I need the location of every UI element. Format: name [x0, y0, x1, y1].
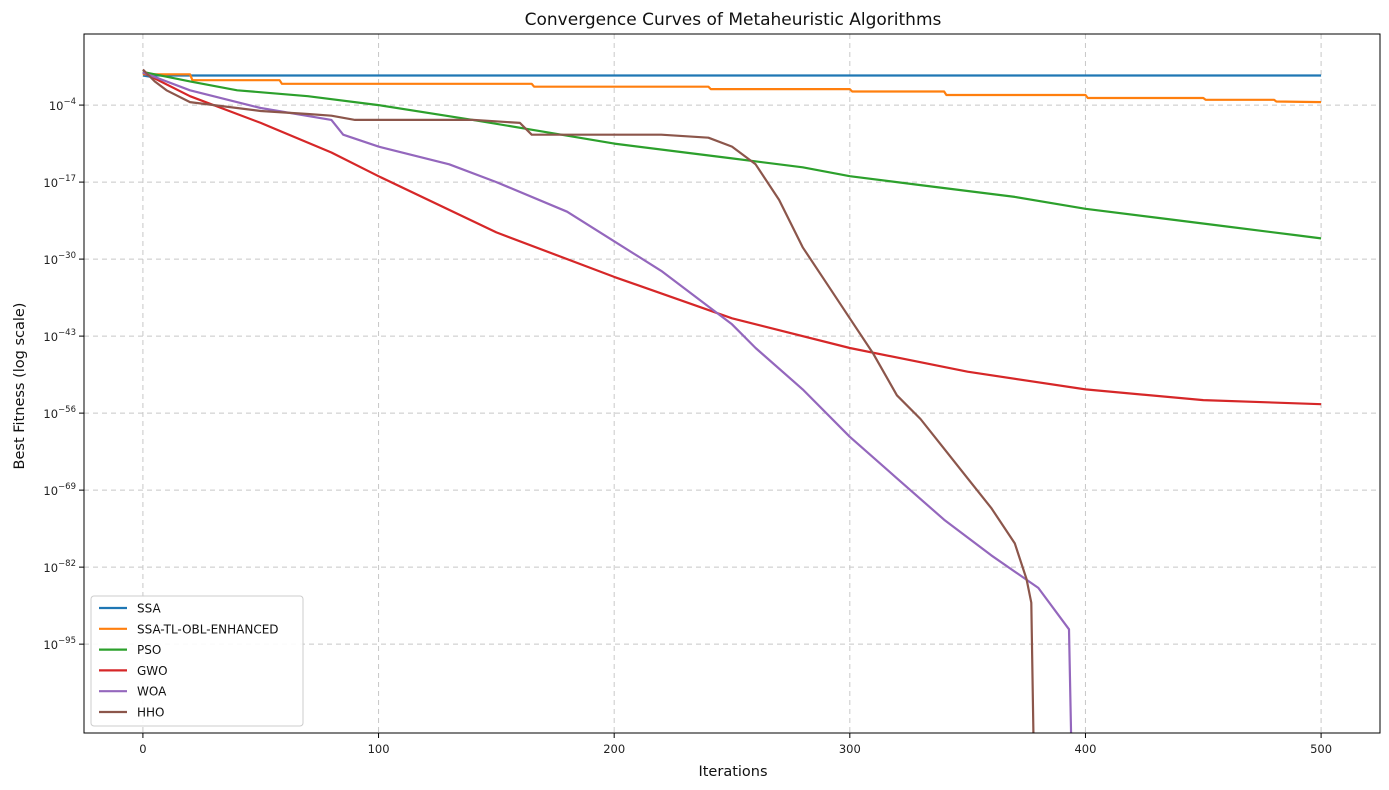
y-tick-exponent: −69 — [58, 482, 76, 492]
y-tick-label: 10−4 — [49, 97, 76, 113]
legend-label: PSO — [137, 643, 161, 657]
y-tick-base: 10 — [43, 253, 58, 267]
y-tick-base: 10 — [43, 561, 58, 575]
y-tick-exponent: −56 — [58, 405, 76, 415]
series-line-hho — [142, 68, 1035, 733]
legend-label: WOA — [137, 685, 167, 699]
series-line-ssa — [142, 74, 1322, 78]
y-tick-label: 10−56 — [43, 405, 76, 421]
y-tick-label: 10−82 — [43, 559, 76, 575]
y-tick-label: 10−95 — [43, 636, 76, 652]
y-tick-label: 10−43 — [43, 328, 76, 344]
x-axis-label: Iterations — [698, 764, 767, 780]
x-tick-label: 500 — [1310, 742, 1332, 756]
chart-title: Convergence Curves of Metaheuristic Algo… — [525, 10, 942, 30]
grid-layer — [84, 34, 1380, 733]
legend-label: SSA — [137, 602, 161, 616]
axes-layer: 0 100 200 300 400 50010−9510−8210−6910−5610−4… — [43, 33, 1381, 756]
x-tick-label: 100 — [368, 742, 390, 756]
y-tick-base: 10 — [43, 176, 58, 190]
legend: SSA SSA-TL-OBL-ENHANCED PSO GWO WOA HHO — [90, 595, 304, 727]
series-layer — [142, 68, 1322, 733]
plot-frame — [83, 33, 1381, 734]
y-tick-base: 10 — [43, 484, 58, 498]
y-tick-label: 10−69 — [43, 482, 76, 498]
x-tick-label: 200 — [603, 742, 625, 756]
series-line-pso — [142, 70, 1322, 240]
y-tick-exponent: −17 — [58, 174, 76, 184]
y-tick-exponent: −30 — [58, 251, 76, 261]
series-line-ssa-tl-obl-enhanced — [142, 73, 1322, 104]
series-line-woa — [142, 71, 1073, 733]
y-tick-label: 10−17 — [43, 174, 76, 190]
y-tick-base: 10 — [49, 99, 64, 113]
legend-label: SSA-TL-OBL-ENHANCED — [137, 622, 279, 636]
legend-box — [90, 595, 304, 727]
x-tick-label: 300 — [839, 742, 861, 756]
x-tick-label: 0 — [139, 742, 146, 756]
legend-label: GWO — [137, 664, 168, 678]
y-axis-label: Best Fitness (log scale) — [12, 303, 28, 470]
y-tick-label: 10−30 — [43, 251, 76, 267]
y-tick-exponent: −82 — [58, 559, 76, 569]
y-tick-base: 10 — [43, 407, 58, 421]
legend-label: HHO — [137, 706, 165, 720]
series-line-gwo — [142, 71, 1322, 406]
y-tick-base: 10 — [43, 330, 58, 344]
y-tick-exponent: −95 — [58, 636, 76, 646]
x-tick-label: 400 — [1074, 742, 1096, 756]
y-tick-exponent: −43 — [58, 328, 76, 338]
y-tick-base: 10 — [43, 638, 58, 652]
y-tick-exponent: −4 — [63, 97, 76, 107]
